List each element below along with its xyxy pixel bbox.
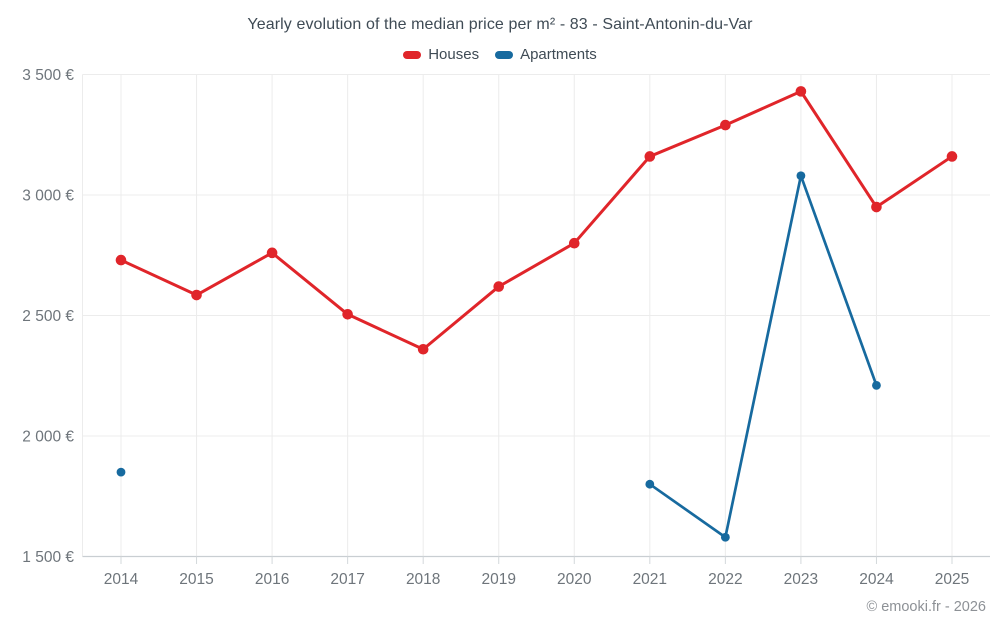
- houses-point[interactable]: [568, 237, 580, 249]
- x-tick-label: 2018: [406, 571, 440, 588]
- chart-title: Yearly evolution of the median price per…: [247, 16, 753, 33]
- x-tick-label: 2020: [557, 571, 592, 588]
- houses-point[interactable]: [115, 254, 127, 266]
- legend-label-apartments: Apartments: [520, 46, 597, 63]
- houses-point[interactable]: [493, 281, 505, 292]
- x-tick-label: 2025: [935, 571, 969, 588]
- x-tick-label: 2022: [708, 571, 742, 588]
- houses-point[interactable]: [342, 308, 353, 320]
- y-tick-label: 1 500 €: [22, 549, 74, 566]
- houses-point[interactable]: [191, 289, 202, 301]
- houses-point[interactable]: [266, 247, 278, 259]
- houses-point[interactable]: [795, 86, 807, 97]
- x-tick-label: 2019: [481, 571, 515, 588]
- x-tick-label: 2024: [859, 571, 894, 588]
- x-tick-label: 2014: [104, 571, 139, 588]
- apartments-point[interactable]: [645, 479, 655, 489]
- houses-swatch-icon: [403, 50, 422, 59]
- x-tick-label: 2015: [179, 571, 213, 588]
- apartments-point[interactable]: [796, 171, 806, 181]
- chart-legend: Houses Apartments: [0, 46, 1000, 63]
- y-tick-label: 2 000 €: [22, 429, 74, 446]
- x-tick-label: 2021: [633, 571, 667, 588]
- apartments-swatch-icon: [495, 50, 514, 59]
- x-tick-label: 2016: [255, 571, 289, 588]
- legend-label-houses: Houses: [428, 46, 480, 63]
- copyright-text: © emooki.fr - 2026: [866, 599, 986, 615]
- houses-point[interactable]: [720, 119, 731, 131]
- y-tick-label: 2 500 €: [22, 308, 74, 325]
- apartments-line: [648, 174, 878, 539]
- y-tick-label: 3 500 €: [22, 67, 74, 84]
- houses-point[interactable]: [946, 151, 958, 162]
- x-tick-label: 2017: [330, 571, 364, 588]
- legend-item-apartments[interactable]: Apartments: [495, 46, 597, 63]
- apartments-point[interactable]: [872, 380, 881, 390]
- legend-item-houses[interactable]: Houses: [403, 46, 479, 63]
- houses-point[interactable]: [644, 151, 656, 162]
- houses-point[interactable]: [871, 201, 882, 213]
- houses-point[interactable]: [417, 343, 429, 355]
- houses-line: [119, 89, 954, 351]
- apartments-point[interactable]: [116, 467, 126, 477]
- x-tick-label: 2023: [784, 571, 818, 588]
- y-tick-label: 3 000 €: [22, 188, 74, 205]
- apartments-point[interactable]: [720, 532, 730, 542]
